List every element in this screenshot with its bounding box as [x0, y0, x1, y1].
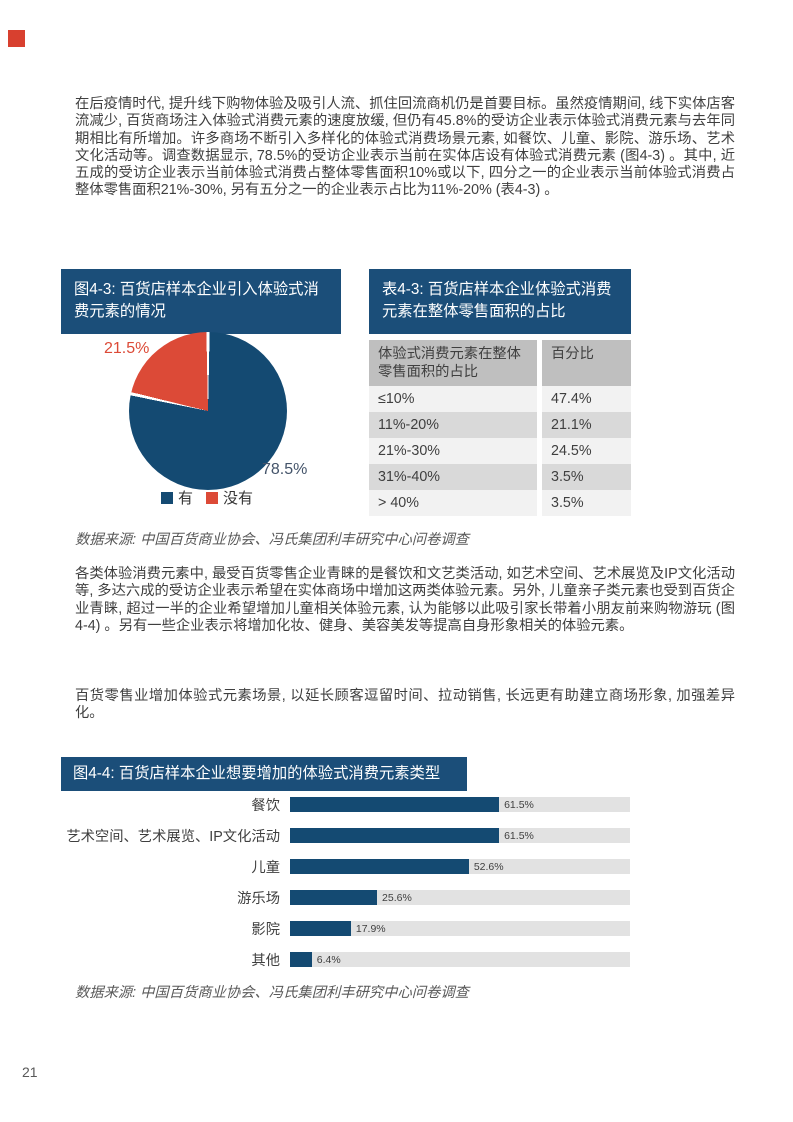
table-cell-percent: 3.5%	[542, 490, 631, 516]
table-cell-percent: 3.5%	[542, 464, 631, 490]
bar-fill	[290, 952, 312, 967]
pie-slice-label-yes: 78.5%	[262, 461, 308, 478]
bar-track: 61.5%	[290, 828, 630, 843]
bar-fill	[290, 921, 351, 936]
bar-category-label: 影院	[251, 922, 280, 938]
legend-label-yes: 有	[177, 490, 193, 507]
table-cell-percent: 21.1%	[542, 412, 631, 438]
legend-item-no: 没有	[206, 487, 253, 508]
bar-fill	[290, 797, 500, 812]
table-cell-range: 21%-30%	[369, 438, 537, 464]
bar-value-label: 17.9%	[355, 922, 386, 935]
bar-track: 6.4%	[290, 952, 630, 967]
table-header-row: 体验式消费元素在整体零售面积的占比 百分比	[369, 340, 631, 386]
bar-row: 儿童 52.6%	[61, 859, 630, 876]
bar-category-label: 游乐场	[237, 891, 280, 907]
bar-fill	[290, 890, 378, 905]
table-4-3-title: 表4-3: 百货店样本企业体验式消费元素在整体零售面积的占比	[369, 269, 631, 334]
table-cell-range: 11%-20%	[369, 412, 537, 438]
bar-track: 25.6%	[290, 890, 630, 905]
table-row: 11%-20% 21.1%	[369, 412, 631, 438]
bar-category-label: 儿童	[251, 860, 280, 876]
table-header-cell: 百分比	[542, 340, 631, 386]
body-paragraph: 百货零售业增加体验式元素场景, 以延长顾客逗留时间、拉动销售, 长远更有助建立商…	[75, 688, 735, 722]
legend-label-no: 没有	[223, 490, 254, 507]
bar-chart: 餐饮 61.5% 艺术空间、艺术展览、IP文化活动 61.5% 儿童 52.6%…	[61, 797, 630, 983]
table-row: 21%-30% 24.5%	[369, 438, 631, 464]
bar-value-label: 61.5%	[504, 798, 534, 811]
bar-fill	[290, 828, 500, 843]
bar-row: 其他 6.4%	[61, 952, 630, 969]
bar-fill	[290, 859, 469, 874]
bar-track: 61.5%	[290, 797, 630, 812]
bar-value-label: 61.5%	[504, 829, 534, 842]
legend-swatch-yes-icon	[160, 491, 173, 504]
table-cell-range: 31%-40%	[369, 464, 537, 490]
figure-4-3-title: 图4-3: 百货店样本企业引入体验式消费元素的情况	[61, 269, 341, 334]
table-cell-percent: 24.5%	[542, 438, 631, 464]
brand-square-logo	[8, 30, 25, 47]
table-row: > 40% 3.5%	[369, 490, 631, 516]
data-source-note: 数据来源: 中国百货商业协会、冯氏集团利丰研究中心问卷调查	[75, 985, 469, 1001]
table-header-cell: 体验式消费元素在整体零售面积的占比	[369, 340, 537, 386]
table-cell-range: ≤10%	[369, 386, 537, 412]
bar-value-label: 52.6%	[473, 860, 504, 873]
table-row: ≤10% 47.4%	[369, 386, 631, 412]
table-row: 31%-40% 3.5%	[369, 464, 631, 490]
page-number: 21	[22, 1064, 38, 1080]
body-paragraph: 各类体验消费元素中, 最受百货零售企业青睐的是餐饮和文艺类活动, 如艺术空间、艺…	[75, 566, 735, 634]
bar-row: 游乐场 25.6%	[61, 890, 630, 907]
table-cell-percent: 47.4%	[542, 386, 631, 412]
bar-track: 52.6%	[290, 859, 630, 874]
table-4-3: 体验式消费元素在整体零售面积的占比 百分比 ≤10% 47.4% 11%-20%…	[369, 340, 631, 516]
bar-track: 17.9%	[290, 921, 630, 936]
bar-category-label: 餐饮	[251, 798, 280, 814]
bar-category-label: 艺术空间、艺术展览、IP文化活动	[66, 829, 280, 845]
bar-row: 餐饮 61.5%	[61, 797, 630, 814]
bar-row: 影院 17.9%	[61, 921, 630, 938]
figure-4-4-title: 图4-4: 百货店样本企业想要增加的体验式消费元素类型	[61, 757, 467, 791]
pie-legend: 有 没有	[61, 487, 353, 508]
legend-swatch-no-icon	[206, 491, 218, 504]
intro-paragraph: 在后疫情时代, 提升线下购物体验及吸引人流、抓住回流商机仍是首要目标。虽然疫情期…	[75, 96, 735, 199]
table-cell-range: > 40%	[369, 490, 537, 516]
pie-chart	[129, 332, 287, 490]
bar-row: 艺术空间、艺术展览、IP文化活动 61.5%	[61, 828, 630, 845]
pie-slice-label-no: 21.5%	[104, 340, 150, 357]
bar-category-label: 其他	[251, 953, 280, 969]
data-source-note: 数据来源: 中国百货商业协会、冯氏集团利丰研究中心问卷调查	[75, 532, 469, 548]
legend-item-yes: 有	[160, 487, 193, 508]
bar-value-label: 25.6%	[382, 891, 412, 904]
bar-value-label: 6.4%	[316, 953, 341, 966]
